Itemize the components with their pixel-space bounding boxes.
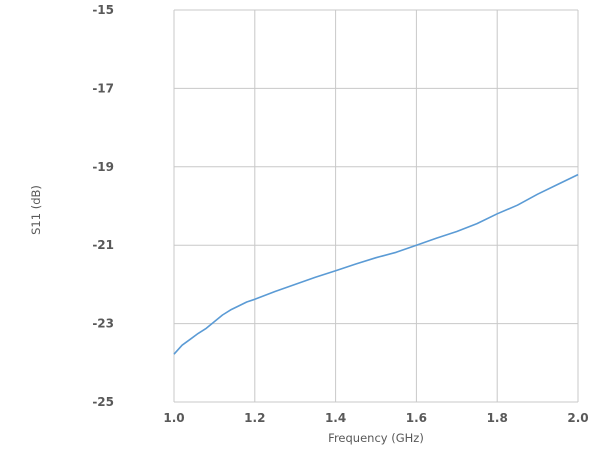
x-tick-label-2: 1.4 <box>325 411 346 425</box>
x-tick-label-3: 1.6 <box>406 411 427 425</box>
y-tick-label-3: -21 <box>92 238 114 252</box>
y-tick-label-4: -23 <box>92 317 114 331</box>
x-tick-label-4: 1.8 <box>487 411 508 425</box>
gridlines <box>173 9 579 403</box>
y-tick-label-5: -25 <box>92 395 114 409</box>
x-tick-label-5: 2.0 <box>567 411 588 425</box>
x-axis-title: Frequency (GHz) <box>328 431 424 445</box>
y-tick-label-0: -15 <box>92 3 114 17</box>
y-tick-label-1: -17 <box>92 81 114 95</box>
y-axis-tick-labels: -15 -17 -19 -21 -23 -25 <box>92 3 114 409</box>
x-axis-tick-labels: 1.0 1.2 1.4 1.6 1.8 2.0 <box>163 411 588 425</box>
x-tick-label-0: 1.0 <box>163 411 184 425</box>
y-tick-label-2: -19 <box>92 160 114 174</box>
y-axis-title: S11 (dB) <box>29 185 43 235</box>
x-tick-label-1: 1.2 <box>244 411 265 425</box>
series-line-0 <box>173 173 579 355</box>
series-layer <box>173 173 579 355</box>
